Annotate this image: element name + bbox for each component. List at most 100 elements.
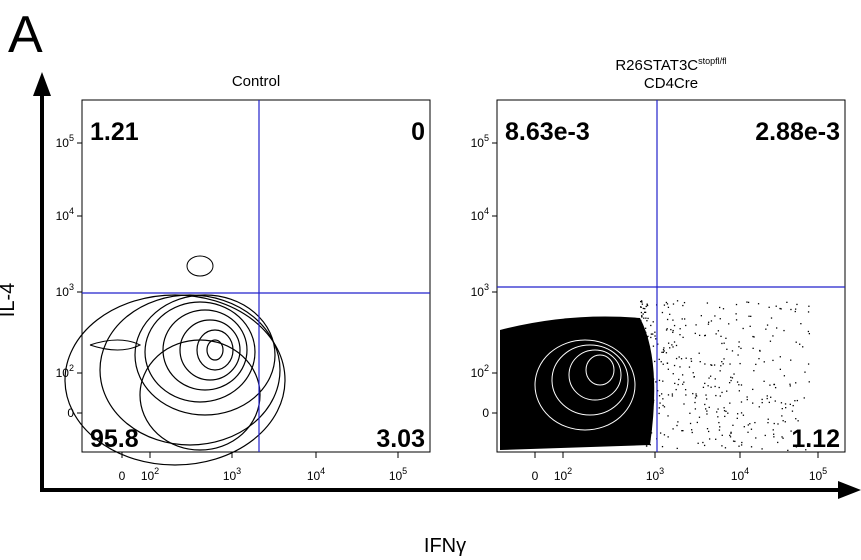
event-dot bbox=[682, 383, 684, 385]
event-dot bbox=[677, 421, 679, 423]
event-dot bbox=[640, 325, 642, 328]
event-dot bbox=[772, 359, 774, 362]
event-dot bbox=[655, 381, 657, 383]
plot-frame bbox=[496, 99, 846, 453]
event-dot bbox=[795, 382, 797, 384]
y-tick-label-base: 10 bbox=[471, 285, 485, 299]
y-tick-label-sup: 2 bbox=[69, 363, 74, 373]
event-dot bbox=[644, 363, 646, 365]
event-dot bbox=[769, 340, 772, 342]
event-dot bbox=[784, 403, 787, 405]
event-dot bbox=[640, 435, 642, 437]
event-dot bbox=[738, 445, 740, 447]
event-dot bbox=[717, 408, 719, 410]
event-dot bbox=[640, 306, 642, 308]
contour bbox=[568, 349, 622, 401]
event-dot bbox=[654, 360, 656, 363]
event-dot bbox=[654, 331, 656, 333]
y-tick-label: 105 bbox=[56, 133, 74, 150]
event-dot bbox=[640, 300, 643, 302]
event-dot bbox=[730, 431, 732, 433]
event-dot bbox=[774, 400, 776, 402]
event-dot bbox=[761, 401, 763, 404]
x-tick-label-base: 10 bbox=[223, 469, 237, 483]
event-dot bbox=[642, 373, 644, 375]
event-dot bbox=[661, 351, 663, 353]
event-dot bbox=[685, 357, 687, 359]
event-dot bbox=[644, 307, 646, 310]
event-dot bbox=[680, 358, 683, 360]
event-dot bbox=[708, 406, 710, 409]
event-dot bbox=[648, 387, 650, 389]
contour bbox=[64, 294, 286, 466]
event-dot bbox=[689, 422, 692, 425]
event-dot bbox=[767, 418, 769, 420]
event-dot bbox=[708, 377, 710, 379]
event-dot bbox=[789, 403, 791, 405]
event-dot bbox=[784, 421, 786, 423]
event-dot bbox=[643, 360, 646, 363]
panel-title-sup: stopfl/fl bbox=[698, 56, 727, 66]
event-dot bbox=[671, 344, 673, 346]
x-tick-label-sup: 5 bbox=[402, 466, 407, 476]
event-dot bbox=[723, 342, 725, 344]
event-dot bbox=[659, 402, 661, 404]
event-dot bbox=[640, 391, 642, 394]
event-dot bbox=[735, 303, 738, 306]
event-dot bbox=[690, 358, 692, 360]
event-dot bbox=[663, 350, 665, 352]
x-tick-label: 105 bbox=[389, 466, 407, 483]
x-tick-label: 104 bbox=[307, 466, 325, 483]
event-dot bbox=[667, 306, 670, 309]
event-dot bbox=[716, 411, 718, 413]
event-dot bbox=[666, 328, 668, 330]
event-dot bbox=[752, 335, 754, 338]
x-tick-label: 103 bbox=[223, 466, 241, 483]
event-dot bbox=[707, 385, 709, 387]
event-dot bbox=[786, 301, 788, 304]
event-dot bbox=[707, 323, 710, 325]
event-dot bbox=[665, 329, 668, 331]
y-tick-label: 103 bbox=[56, 282, 74, 299]
event-dot bbox=[736, 417, 738, 420]
event-dot bbox=[640, 408, 643, 411]
event-dot bbox=[725, 337, 727, 339]
event-dot bbox=[646, 304, 649, 307]
event-dot bbox=[775, 305, 777, 307]
event-dot bbox=[666, 318, 669, 321]
x-tick-label-sup: 3 bbox=[659, 466, 664, 476]
y-tick-label-base: 10 bbox=[471, 209, 485, 223]
event-dot bbox=[642, 335, 644, 338]
event-dot bbox=[657, 343, 659, 345]
x-tick-label: 102 bbox=[554, 466, 572, 483]
event-dot bbox=[749, 325, 751, 327]
event-dot bbox=[646, 395, 649, 398]
event-dot bbox=[692, 372, 694, 374]
event-dot bbox=[724, 415, 726, 418]
event-dot bbox=[781, 436, 783, 438]
event-dot bbox=[640, 300, 642, 303]
contour bbox=[206, 339, 224, 361]
event-dot bbox=[694, 401, 696, 404]
event-dot bbox=[803, 397, 805, 399]
event-dot bbox=[777, 441, 779, 444]
event-dot bbox=[666, 303, 669, 305]
x-tick-label: 105 bbox=[809, 466, 827, 483]
event-dot bbox=[795, 446, 798, 448]
event-dot bbox=[641, 314, 643, 317]
event-dot bbox=[644, 327, 647, 329]
event-dot bbox=[770, 317, 773, 319]
event-dot bbox=[672, 331, 674, 334]
event-dot bbox=[757, 303, 760, 305]
x-tick-label: 102 bbox=[141, 466, 159, 483]
event-dot bbox=[649, 360, 651, 363]
event-dot bbox=[705, 408, 707, 410]
event-dot bbox=[759, 350, 761, 352]
event-dot bbox=[785, 407, 787, 409]
event-dot bbox=[649, 438, 651, 440]
event-dot bbox=[640, 426, 642, 428]
y-tick-label-base: 10 bbox=[56, 209, 70, 223]
event-dot bbox=[700, 315, 703, 317]
event-dot bbox=[704, 363, 706, 365]
event-dot bbox=[640, 351, 642, 353]
